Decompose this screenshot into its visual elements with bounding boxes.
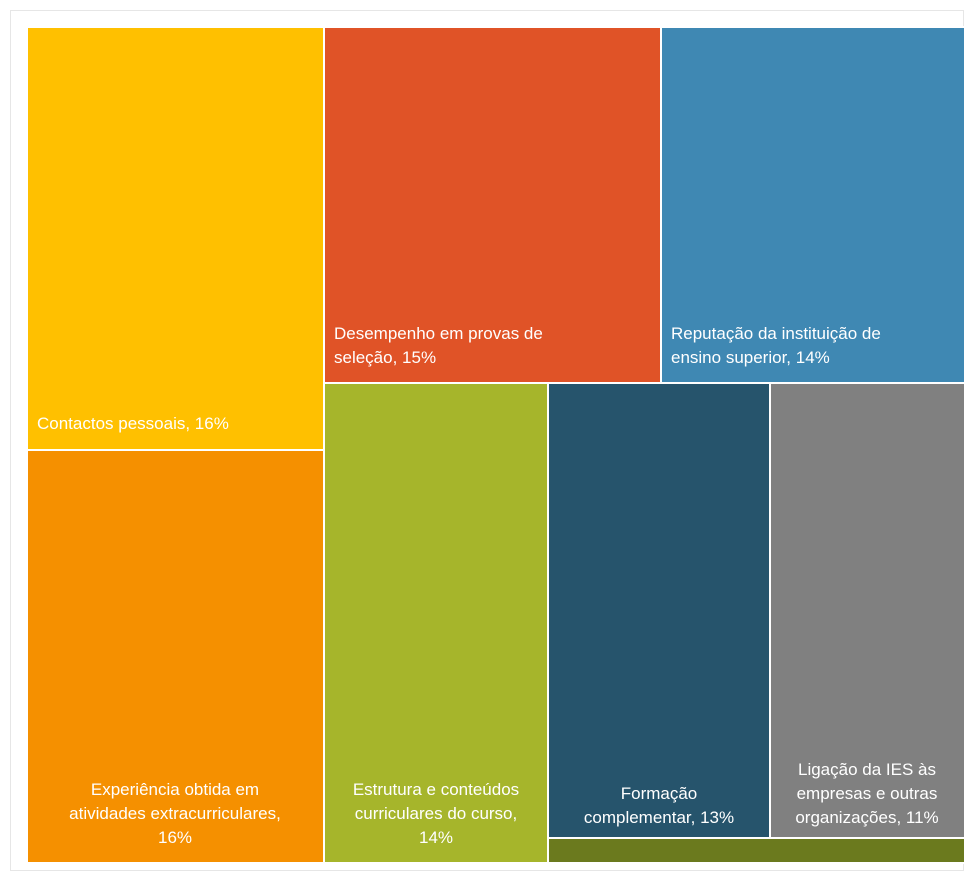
treemap-tile-label: Reputação da instituição de ensino superi… [671, 324, 881, 367]
treemap-tile: Estrutura e conteúdos curriculares do cur… [323, 382, 549, 864]
treemap-tile-label: Desempenho em provas de seleção, 15% [334, 324, 543, 367]
treemap-tile-label-line: atividades extracurriculares, [69, 804, 281, 823]
treemap-tile-label-line: Ligação da IES às [798, 760, 936, 779]
treemap-tile-label-line: empresas e outras [797, 784, 938, 803]
treemap-tile-label-line: 16% [158, 828, 192, 847]
treemap-tile-label-line: organizações, 11% [795, 808, 938, 827]
treemap-tile-rect [323, 382, 549, 864]
treemap-tile-label-line: Contactos pessoais, 16% [37, 414, 229, 433]
treemap-tile-label: Experiência obtida em atividades extracur… [69, 780, 281, 847]
treemap-tile-label-line: Formação [621, 784, 698, 803]
treemap-tile [547, 837, 964, 864]
treemap-tile-label-line: Experiência obtida em [91, 780, 259, 799]
treemap-tile-label-line: Reputação da instituição de [671, 324, 881, 343]
treemap-tile: Desempenho em provas de seleção, 15% [323, 26, 662, 384]
treemap-tile: Ligação da IES às empresas e outras organi… [769, 382, 964, 839]
treemap-tile: Experiência obtida em atividades extracur… [26, 449, 325, 864]
treemap-tile: Contactos pessoais, 16% [26, 26, 325, 451]
treemap-tile-rect [26, 26, 325, 451]
treemap-tile-label: Contactos pessoais, 16% [37, 414, 229, 433]
treemap-tile-rect [26, 449, 325, 864]
treemap-tile-rect [660, 26, 964, 384]
treemap-tile-label-line: ensino superior, 14% [671, 348, 830, 367]
treemap-tile-rect [547, 382, 771, 839]
treemap-tile-label-line: 14% [419, 828, 453, 847]
treemap-chart: Contactos pessoais, 16% Experiência obtid… [26, 26, 964, 864]
chart-frame: Contactos pessoais, 16% Experiência obtid… [10, 10, 964, 871]
treemap-tile-label-line: Estrutura e conteúdos [353, 780, 519, 799]
treemap-tile: Reputação da instituição de ensino superi… [660, 26, 964, 384]
treemap-tile-label: Formação complementar, 13% [584, 784, 734, 827]
treemap-tile-label-line: complementar, 13% [584, 808, 734, 827]
treemap-tile-label-line: curriculares do curso, [355, 804, 518, 823]
treemap-tile-label: Estrutura e conteúdos curriculares do cur… [353, 780, 519, 847]
treemap-tile: Formação complementar, 13% [547, 382, 771, 839]
treemap-tile-label-line: seleção, 15% [334, 348, 436, 367]
treemap-tile-label-line: Desempenho em provas de [334, 324, 543, 343]
treemap-tile-label: Ligação da IES às empresas e outras organi… [795, 760, 938, 827]
treemap-tile-rect [323, 26, 662, 384]
treemap-tile-rect [547, 837, 964, 864]
